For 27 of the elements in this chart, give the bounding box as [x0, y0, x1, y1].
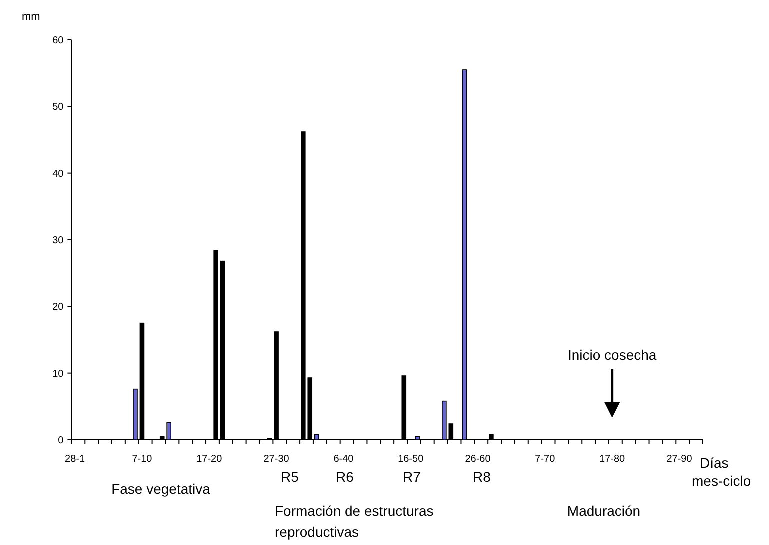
- x-tick-label: 6-40: [334, 454, 354, 465]
- text: R6: [336, 469, 354, 485]
- text: R7: [403, 469, 422, 485]
- x-tick-label: 26-60: [465, 454, 492, 465]
- y-tick-label: 50: [52, 102, 64, 114]
- y-tick-label: 40: [52, 168, 64, 180]
- x-tick-label: 27-30: [264, 454, 290, 465]
- text: R5: [281, 469, 300, 485]
- x-tick-label: 7-70: [535, 454, 556, 465]
- y-axis-title: mm: [22, 11, 40, 23]
- text: Maduración: [567, 503, 641, 519]
- text: R8: [473, 469, 492, 485]
- y-tick-label: 60: [52, 36, 64, 46]
- x-tick-label: 16-50: [398, 454, 424, 465]
- y-tick-label: 10: [52, 368, 64, 380]
- y-tick-label: 20: [52, 302, 64, 314]
- y-tick-label: 0: [58, 436, 64, 446]
- y-tick-label: 30: [52, 236, 64, 246]
- x-tick-label: 17-80: [600, 454, 626, 465]
- text: Fase vegetativa: [112, 481, 211, 497]
- x-tick-label: 27-90: [666, 454, 693, 465]
- x-tick-label: 28-1: [65, 454, 86, 465]
- annotation: Inicio cosecha: [568, 347, 657, 363]
- x-tick-label: 7-10: [132, 454, 153, 465]
- x-axis-title: Días mes-ciclo: [692, 455, 752, 489]
- text: Formación de estructuras reproductivas: [275, 503, 434, 540]
- x-tick-label: 17-20: [196, 454, 223, 465]
